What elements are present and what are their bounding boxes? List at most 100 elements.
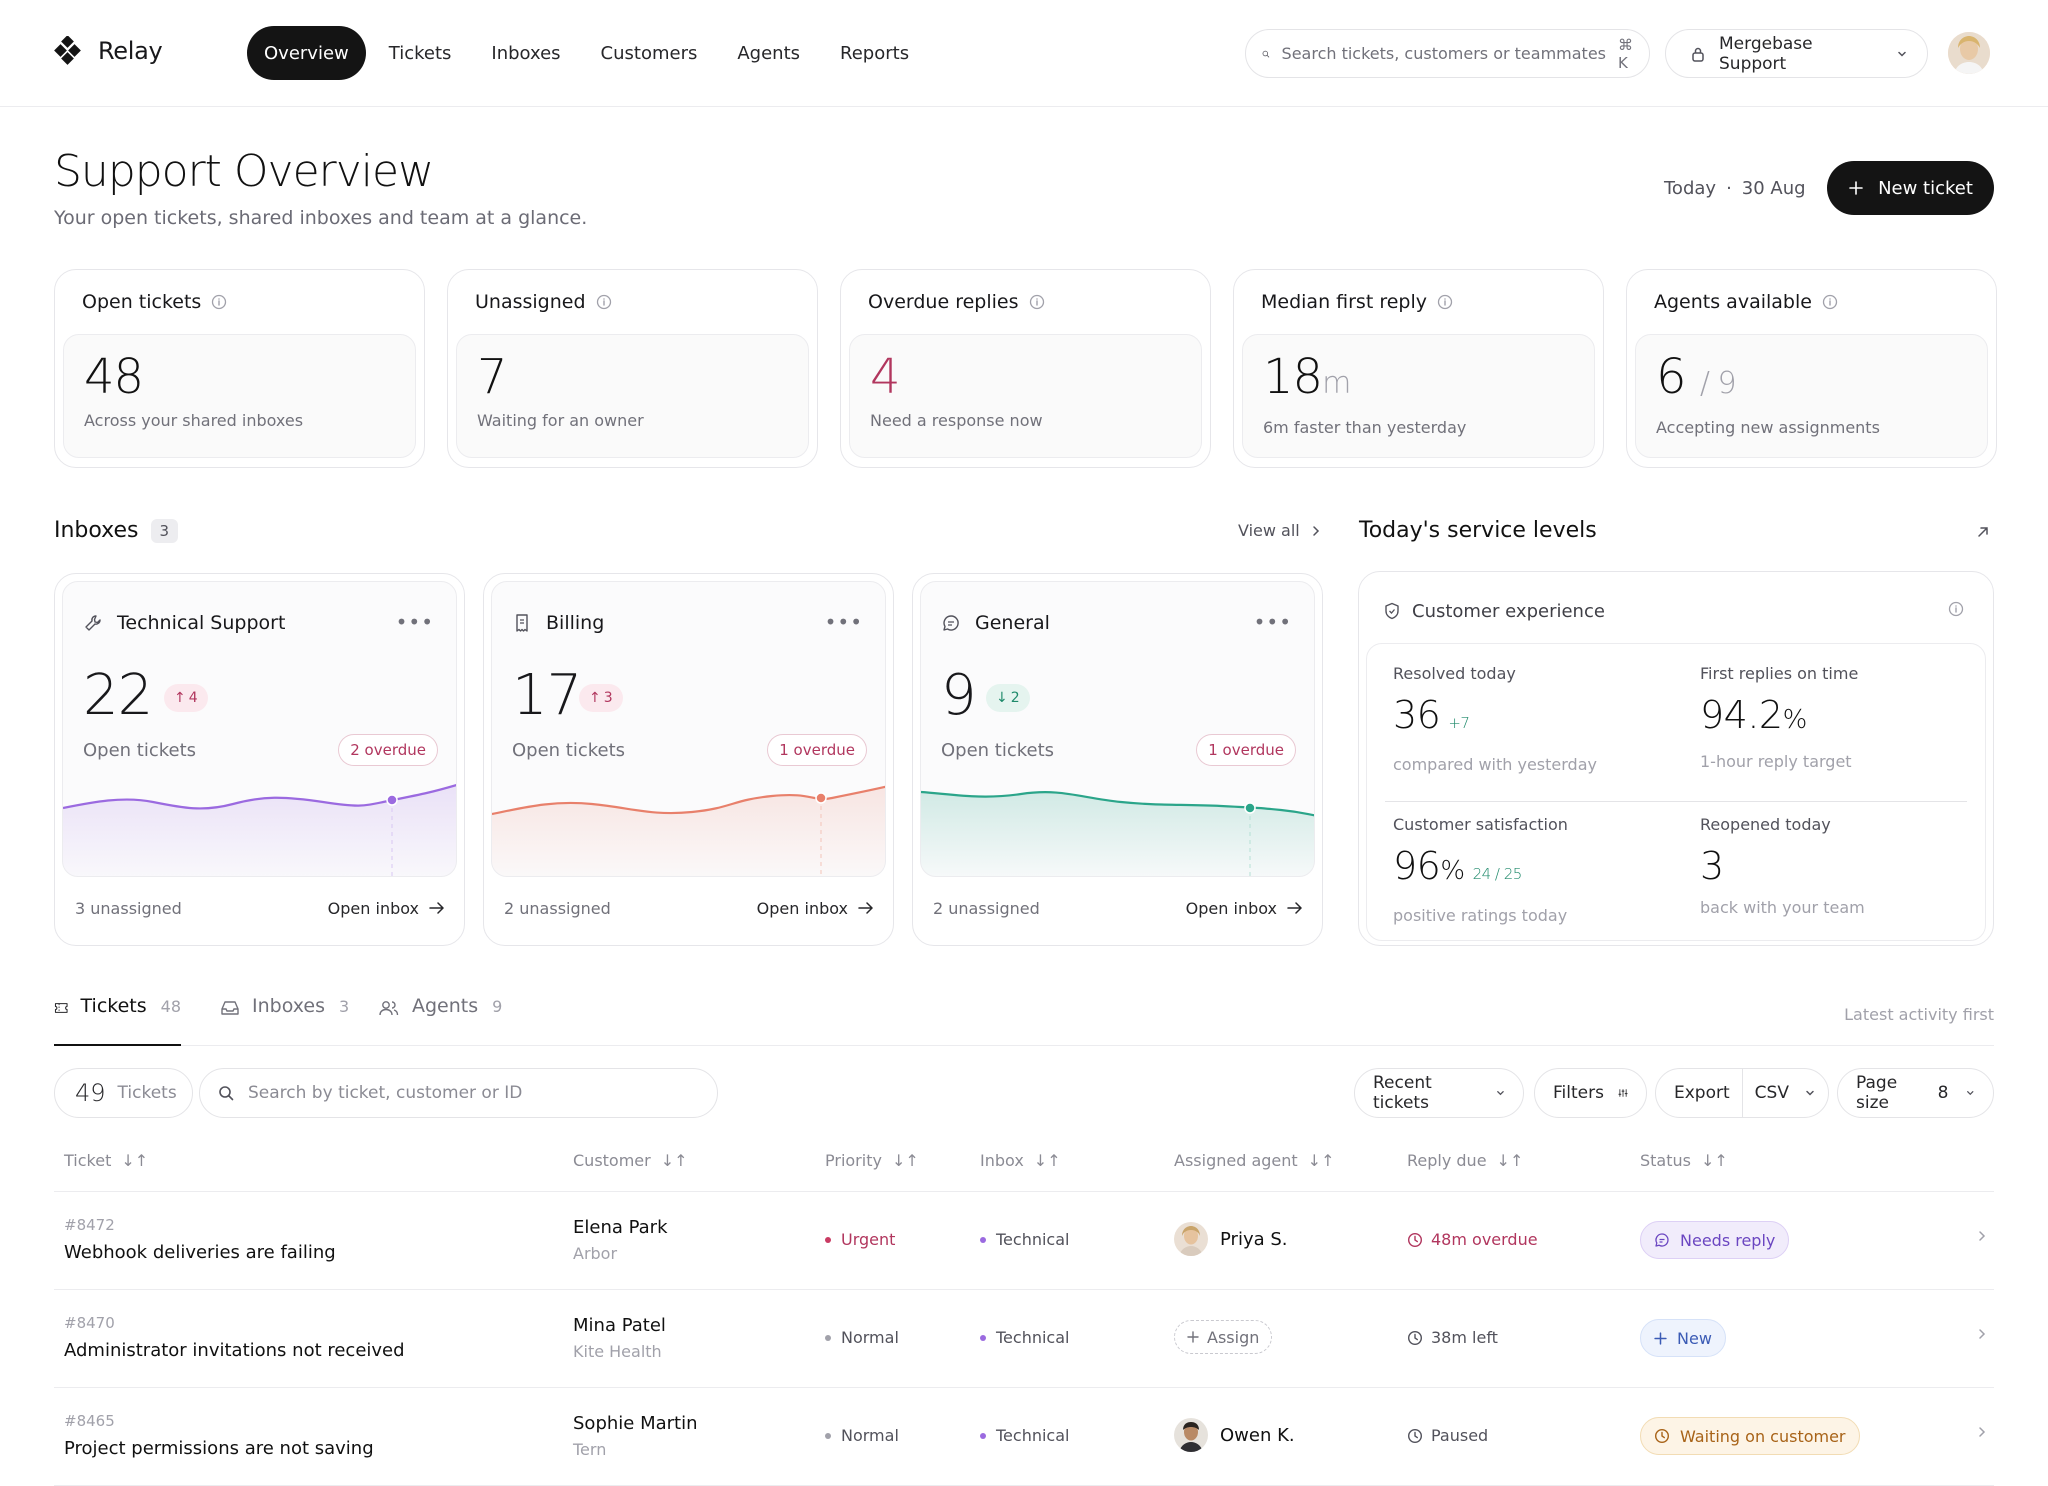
nav-overview[interactable]: Overview: [247, 26, 366, 80]
tab-agents[interactable]: Agents 9: [378, 990, 502, 1046]
column-header-ticket[interactable]: Ticket ↓↑: [64, 1151, 148, 1170]
table-row[interactable]: #8472 Webhook deliveries are failing Elen…: [54, 1192, 1994, 1290]
inbox-dot: [980, 1236, 986, 1243]
export-format-select[interactable]: CSV: [1743, 1083, 1831, 1103]
metric-number: 94.2%: [1700, 693, 1807, 742]
export-control: Export CSV: [1655, 1068, 1829, 1118]
more-options-icon[interactable]: •••: [395, 610, 434, 634]
chevron-right-icon[interactable]: [1978, 1426, 1986, 1438]
page-size-select[interactable]: Page size 8: [1837, 1068, 1994, 1118]
tab-label: Agents: [412, 995, 479, 1017]
info-icon[interactable]: [596, 294, 612, 310]
kpi-caption: 6m faster than yesterday: [1263, 418, 1467, 437]
table-row[interactable]: #8470 Administrator invitations not recei…: [54, 1290, 1994, 1388]
kpi-number: 4: [870, 349, 901, 405]
column-header-reply-due[interactable]: Reply due ↓↑: [1407, 1151, 1523, 1170]
filters-button[interactable]: Filters: [1534, 1068, 1647, 1118]
ticket-cell: #8465 Project permissions are not saving: [64, 1412, 374, 1459]
plus-icon: [1654, 1331, 1667, 1345]
column-header-inbox[interactable]: Inbox ↓↑: [980, 1151, 1061, 1170]
chevron-down-icon: [1898, 51, 1906, 57]
tab-tickets[interactable]: Tickets 48: [54, 990, 181, 1046]
info-icon[interactable]: [211, 294, 227, 310]
arrow-right-icon: [858, 902, 873, 914]
column-header-status[interactable]: Status ↓↑: [1640, 1151, 1728, 1170]
metric-caption: Resolved today: [1393, 664, 1516, 683]
metric-unit: %: [1782, 705, 1808, 735]
app-logo[interactable]: Relay: [54, 36, 163, 66]
open-inbox-link[interactable]: Open inbox: [1186, 899, 1303, 918]
arrow-up-right-icon[interactable]: [1976, 525, 1990, 539]
column-label: Customer: [573, 1151, 651, 1170]
inbox-name: Billing: [546, 612, 605, 634]
table-row[interactable]: #8465 Project permissions are not saving …: [54, 1388, 1994, 1486]
overdue-badge[interactable]: 2 overdue: [338, 734, 438, 766]
global-search[interactable]: Search tickets, customers or teammates ⌘…: [1245, 29, 1650, 78]
assign-button[interactable]: Assign: [1174, 1320, 1273, 1354]
table-toolbar: 49 Tickets Search by ticket, customer or…: [54, 1068, 1994, 1118]
nav-agents[interactable]: Agents: [737, 42, 801, 64]
metric-first-replies-on-time: First replies on time 94.2% 1-hour reply…: [1700, 664, 1980, 771]
ticket-search-input[interactable]: Search by ticket, customer or ID: [199, 1068, 718, 1118]
app-name: Relay: [98, 37, 163, 65]
info-icon[interactable]: [1948, 601, 1964, 617]
info-icon[interactable]: [1029, 294, 1045, 310]
agent-cell[interactable]: Priya S.: [1174, 1222, 1288, 1256]
kpi-value: 4: [870, 351, 1181, 403]
tab-count: 48: [160, 997, 181, 1016]
inbox-open-count: 17: [512, 663, 582, 728]
metric-caption: First replies on time: [1700, 664, 1859, 683]
tab-inboxes[interactable]: Inboxes 3: [220, 990, 349, 1046]
more-options-icon[interactable]: •••: [1253, 610, 1292, 634]
inbox-card-billing[interactable]: Billing ••• 17 ↑ 3 Open tickets 1 overdue…: [483, 573, 894, 946]
kpi-open-tickets[interactable]: Open tickets 48 Across your shared inboxe…: [54, 269, 425, 468]
service-levels-card: Customer experience Resolved today 36 +7 …: [1358, 571, 1994, 946]
column-header-priority[interactable]: Priority ↓↑: [825, 1151, 919, 1170]
nav-reports[interactable]: Reports: [840, 42, 910, 64]
inbox-delta: 2: [1010, 690, 1020, 706]
inbox-card-technical[interactable]: Technical Support ••• 22 ↑ 4 Open tickets…: [54, 573, 465, 946]
customer-cell: Mina Patel Kite Health: [573, 1315, 666, 1361]
more-options-icon[interactable]: •••: [824, 610, 863, 634]
status-badge[interactable]: Waiting on customer: [1640, 1417, 1860, 1455]
sort-icon: ↓↑: [891, 1151, 919, 1170]
kpi-unassigned[interactable]: Unassigned 7 Waiting for an owner: [447, 269, 818, 468]
table-header: Ticket ↓↑ Customer ↓↑ Priority ↓↑ Inbox ↓↑ A…: [54, 1140, 1994, 1192]
overdue-badge[interactable]: 1 overdue: [1196, 734, 1296, 766]
nav-customers[interactable]: Customers: [600, 42, 698, 64]
kpi-overdue-replies[interactable]: Overdue replies 4 Need a response now: [840, 269, 1211, 468]
ticket-cell: #8470 Administrator invitations not recei…: [64, 1314, 405, 1361]
priority-cell: Normal: [825, 1426, 899, 1445]
user-avatar[interactable]: [1948, 32, 1990, 74]
open-inbox-link[interactable]: Open inbox: [328, 899, 445, 918]
unassigned-count: 2 unassigned: [933, 898, 1040, 918]
kpi-agents-available[interactable]: Agents available 6 / 9 Accepting new assi…: [1626, 269, 1997, 468]
export-button[interactable]: Export: [1656, 1069, 1743, 1117]
open-inbox-link[interactable]: Open inbox: [757, 899, 874, 918]
chevron-right-icon[interactable]: [1978, 1230, 1986, 1242]
metric-value: 36 +7: [1393, 693, 1673, 745]
inbox-icon: [221, 1001, 239, 1015]
chevron-right-icon[interactable]: [1978, 1328, 1986, 1340]
column-label: Reply due: [1407, 1151, 1487, 1170]
column-header-customer[interactable]: Customer ↓↑: [573, 1151, 688, 1170]
info-icon[interactable]: [1437, 294, 1453, 310]
workspace-switcher[interactable]: Mergebase Support: [1665, 29, 1928, 78]
agent-cell[interactable]: Owen K.: [1174, 1418, 1295, 1452]
inbox-card-general[interactable]: General ••• 9 ↓ 2 Open tickets 1 overdue …: [912, 573, 1323, 946]
overdue-badge[interactable]: 1 overdue: [767, 734, 867, 766]
status-badge[interactable]: New: [1640, 1319, 1726, 1357]
view-select[interactable]: Recent tickets: [1354, 1068, 1524, 1118]
view-all-link[interactable]: View all: [1238, 521, 1320, 540]
status-label: Waiting on customer: [1680, 1426, 1846, 1446]
status-badge[interactable]: Needs reply: [1640, 1221, 1790, 1259]
new-ticket-button[interactable]: New ticket: [1827, 161, 1994, 215]
customer-org: Arbor: [573, 1244, 618, 1263]
date-separator: ·: [1726, 178, 1732, 199]
nav-tickets[interactable]: Tickets: [388, 42, 452, 64]
column-header-agent[interactable]: Assigned agent ↓↑: [1174, 1151, 1334, 1170]
info-icon[interactable]: [1822, 294, 1838, 310]
nav-inboxes[interactable]: Inboxes: [491, 42, 561, 64]
inbox-open-count: 9: [941, 663, 977, 728]
kpi-median-first-reply[interactable]: Median first reply 18m 6m faster than yes…: [1233, 269, 1604, 468]
